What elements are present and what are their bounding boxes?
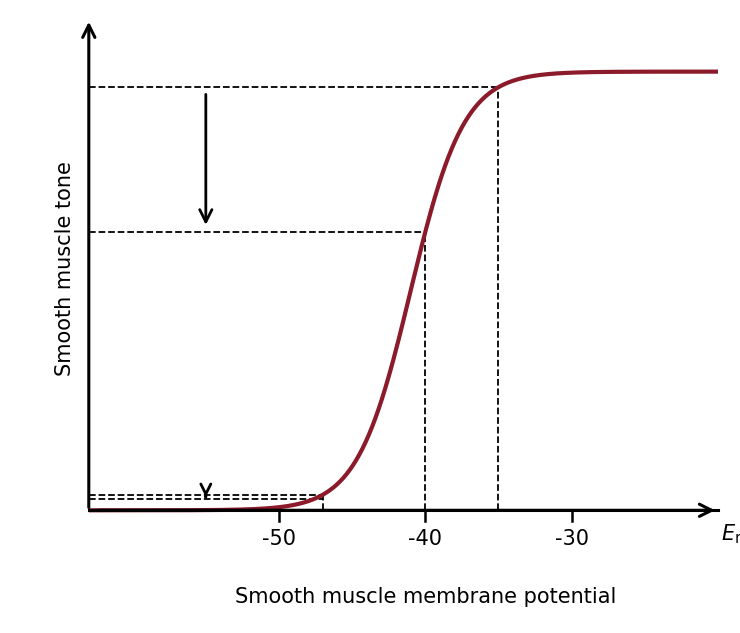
Y-axis label: Smooth muscle tone: Smooth muscle tone [55,161,75,377]
Text: Smooth muscle membrane potential: Smooth muscle membrane potential [235,587,616,607]
Text: $E_{\mathrm{m}}$ (mV): $E_{\mathrm{m}}$ (mV) [721,523,740,546]
